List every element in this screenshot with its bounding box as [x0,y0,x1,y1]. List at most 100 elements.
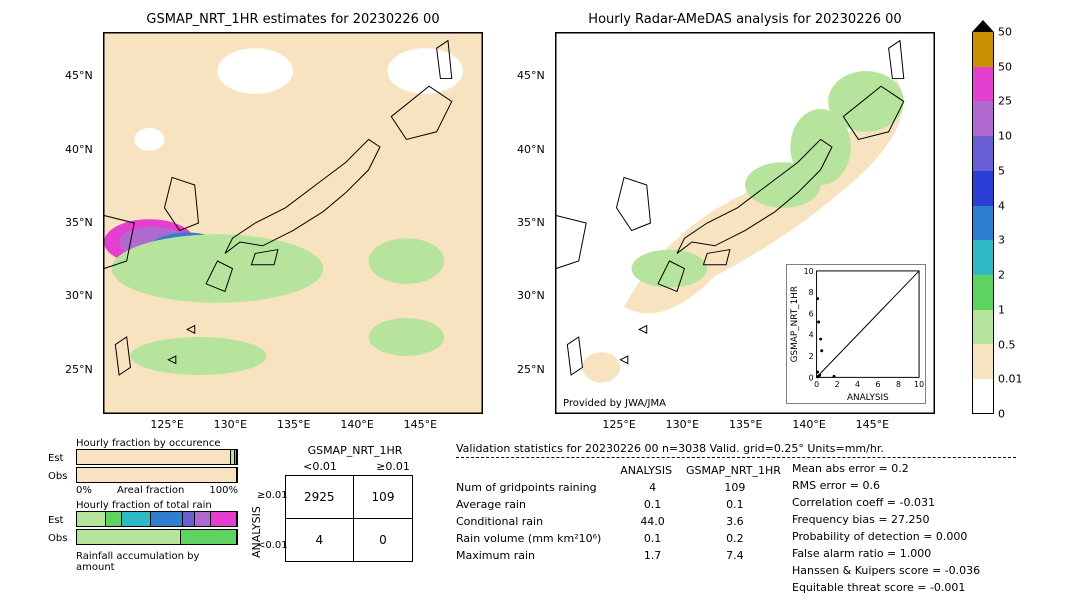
hbar-seg [237,450,238,464]
hbar-seg [151,512,183,526]
colorbar-seg [972,344,994,379]
colorbar-tick: 0.5 [998,338,1016,351]
ct-01: 109 [353,476,413,519]
hbar-seg [183,512,196,526]
colorbar-tick: 10 [998,130,1012,143]
val-a: 1.7 [611,549,693,562]
colorbar-over-triangle [972,20,994,32]
svg-text:0: 0 [809,373,814,382]
right-pct: 100% [209,485,238,496]
hbar-seg [77,468,237,482]
contingency-col-1: ≥0.01 [358,460,428,473]
hbar-seg [106,512,122,526]
contingency-header: GSMAP_NRT_1HR [280,444,430,457]
hbars: Hourly fraction by occurence Est Obs 0% … [48,438,238,573]
validation-left: Validation statistics for 20230226 00 n=… [456,442,776,566]
colorbar-tick: 50 [998,26,1012,39]
svg-text:10: 10 [914,380,924,389]
svg-text:6: 6 [809,309,814,318]
colorbar-seg [972,379,994,414]
bar-occurence-obs [76,467,238,483]
bar-occurence-est [76,449,238,465]
colorbar-seg [972,171,994,206]
bar-total-obs [76,529,238,545]
validation-row: Average rain 0.1 0.1 [456,498,776,511]
hbar-row-obs-2: Obs [48,533,76,544]
colorbar-seg [972,275,994,310]
left-pct: 0% [76,485,92,496]
colorbar-seg [972,32,994,67]
hbar-seg [211,512,237,526]
svg-text:2: 2 [835,380,840,389]
ct-00: 2925 [286,476,354,519]
lat-tick: 45°N [65,69,93,82]
validation-row: Rain volume (mm km²10⁶) 0.1 0.2 [456,532,776,545]
colorbar-seg [972,240,994,275]
lon-tick: 145°E [404,418,437,431]
val-a: 0.1 [611,498,693,511]
val-label: Num of gridpoints raining [456,481,611,494]
val-b: 109 [694,481,776,494]
colorbar-tick: 0 [998,408,1005,421]
hbar-title-3: Rainfall accumulation by amount [76,551,238,573]
hbar-seg [77,450,231,464]
val-a: 0.1 [611,532,693,545]
hbar-title-2: Hourly fraction of total rain [76,500,238,511]
lon-tick: 145°E [856,418,889,431]
stat-line: Frequency bias = 27.250 [792,513,1052,526]
lat-tick: 25°N [517,363,545,376]
hbar-row-est-2: Est [48,515,76,526]
validation-row: Conditional rain 44.0 3.6 [456,515,776,528]
ct-10: 4 [286,519,354,562]
colorbar-seg [972,101,994,136]
hbar-seg [77,512,106,526]
colorbar-seg [972,136,994,171]
colorbar-seg [972,206,994,241]
svg-text:6: 6 [876,380,881,389]
validation-title: Validation statistics for 20230226 00 n=… [456,442,1016,458]
svg-text:4: 4 [855,380,860,389]
validation-right: Mean abs error = 0.2RMS error = 0.6Corre… [792,462,1052,598]
hbar-seg [237,468,238,482]
colorbar-seg [972,310,994,345]
ct-11: 0 [353,519,413,562]
val-b: 3.6 [694,515,776,528]
lon-tick: 140°E [340,418,373,431]
svg-text:2: 2 [809,352,814,361]
val-label: Conditional rain [456,515,611,528]
lat-tick: 40°N [65,143,93,156]
colorbar-tick: 4 [998,199,1005,212]
lat-tick: 45°N [517,69,545,82]
svg-text:8: 8 [896,380,901,389]
hbar-seg [122,512,151,526]
colorbar-tick: 2 [998,269,1005,282]
provided-by: Provided by JWA/JMA [563,398,666,409]
colorbar: 0.010.512345102550500 [972,32,994,414]
svg-text:10: 10 [804,267,814,276]
lat-tick: 30°N [517,289,545,302]
map-gsmap [103,32,483,414]
lon-tick: 135°E [277,418,310,431]
validation-row: Maximum rain 1.7 7.4 [456,549,776,562]
lat-tick: 40°N [517,143,545,156]
contingency-row-0: ≥0.01 [257,490,288,501]
contingency-row-1: <0.01 [257,540,288,551]
stat-line: Equitable threat score = -0.001 [792,581,1052,594]
hbar-seg [195,512,211,526]
val-b: 0.2 [694,532,776,545]
lat-tick: 35°N [517,216,545,229]
stat-line: Correlation coeff = -0.031 [792,496,1052,509]
hbar-seg [77,530,181,544]
lon-tick: 125°E [602,418,635,431]
map-title-right: Hourly Radar-AMeDAS analysis for 2023022… [555,12,935,27]
stat-line: False alarm ratio = 1.000 [792,547,1052,560]
colorbar-tick: 50 [998,60,1012,73]
colorbar-tick: 0.01 [998,373,1023,386]
svg-text:ANALYSIS: ANALYSIS [847,393,889,403]
stat-line: RMS error = 0.6 [792,479,1052,492]
val-col-0: ANALYSIS [606,464,686,477]
val-label: Average rain [456,498,611,511]
colorbar-tick: 3 [998,234,1005,247]
val-label: Rain volume (mm km²10⁶) [456,532,611,545]
validation-row: Num of gridpoints raining 4 109 [456,481,776,494]
